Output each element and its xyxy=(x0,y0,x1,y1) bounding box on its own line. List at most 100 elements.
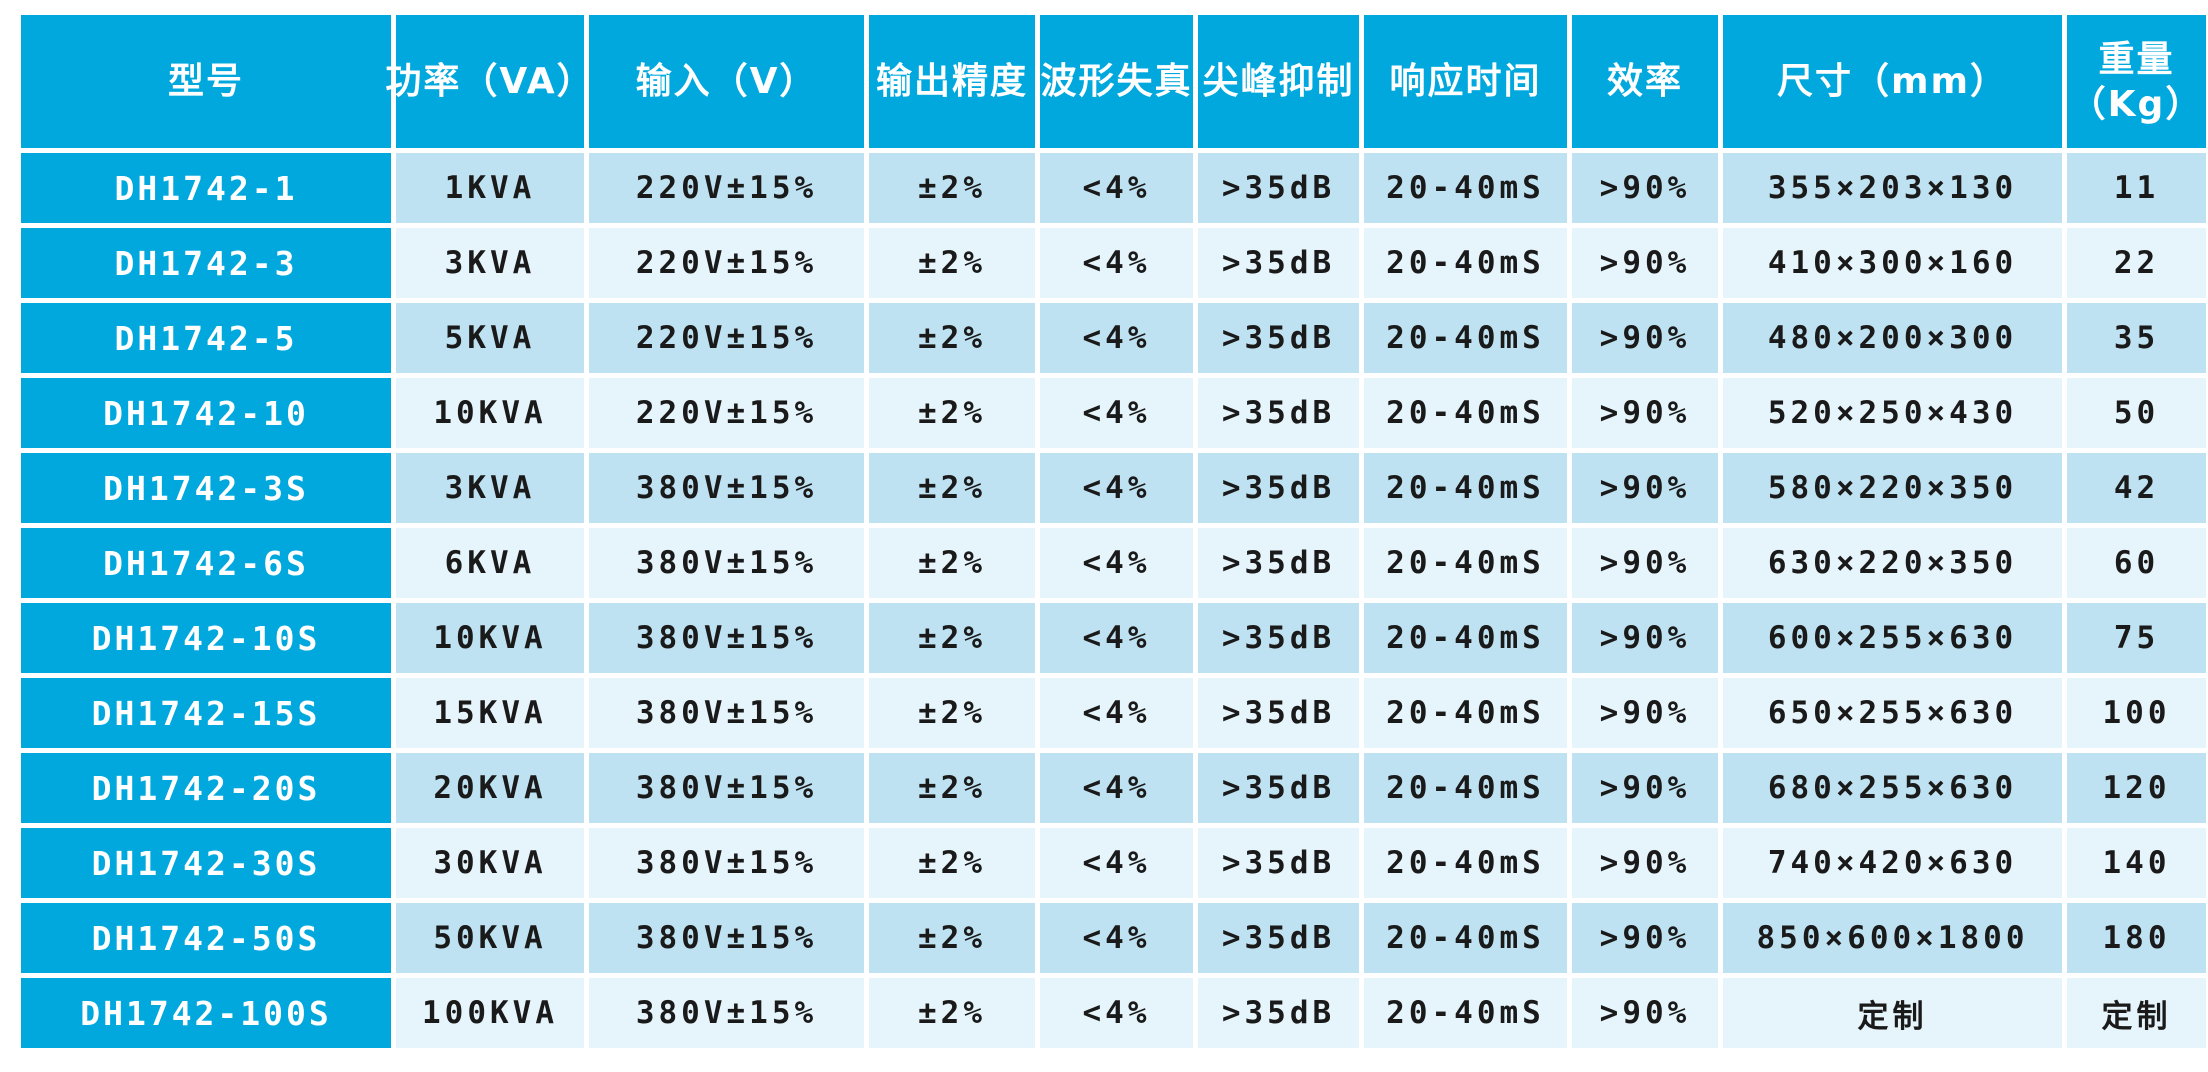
cell-efficiency-row-1: >90% xyxy=(1572,153,1718,223)
cell-output-accuracy-row-12: ±2% xyxy=(869,978,1035,1048)
cell-response-time-row-4: 20-40mS xyxy=(1364,378,1567,448)
cell-waveform-distortion-row-9: <4% xyxy=(1040,753,1193,823)
cell-dimensions-mm-row-7: 600×255×630 xyxy=(1723,603,2062,673)
model-cell-dh1742-6s: DH1742-6S xyxy=(21,528,391,598)
model-cell-dh1742-100s: DH1742-100S xyxy=(21,978,391,1048)
cell-dimensions-mm-row-5: 580×220×350 xyxy=(1723,453,2062,523)
cell-waveform-distortion-row-10: <4% xyxy=(1040,828,1193,898)
col-header-spike-suppression: 尖峰抑制 xyxy=(1198,15,1359,148)
model-cell-dh1742-30s: DH1742-30S xyxy=(21,828,391,898)
cell-waveform-distortion-row-6: <4% xyxy=(1040,528,1193,598)
cell-spike-suppression-row-1: >35dB xyxy=(1198,153,1359,223)
cell-output-accuracy-row-8: ±2% xyxy=(869,678,1035,748)
cell-spike-suppression-row-9: >35dB xyxy=(1198,753,1359,823)
cell-response-time-row-10: 20-40mS xyxy=(1364,828,1567,898)
cell-output-accuracy-row-3: ±2% xyxy=(869,303,1035,373)
model-cell-dh1742-50s: DH1742-50S xyxy=(21,903,391,973)
cell-weight-kg-row-3: 35 xyxy=(2067,303,2206,373)
cell-power-va-row-1: 1KVA xyxy=(396,153,584,223)
col-header-line: 尺寸（mm） xyxy=(1776,61,2009,102)
cell-waveform-distortion-row-4: <4% xyxy=(1040,378,1193,448)
cell-waveform-distortion-row-3: <4% xyxy=(1040,303,1193,373)
col-header-waveform-distortion: 波形失真 xyxy=(1040,15,1193,148)
cell-output-accuracy-row-11: ±2% xyxy=(869,903,1035,973)
cell-waveform-distortion-row-12: <4% xyxy=(1040,978,1193,1048)
col-header-input-v: 输入（V） xyxy=(589,15,864,148)
cell-input-v-row-11: 380V±15% xyxy=(589,903,864,973)
model-cell-dh1742-5: DH1742-5 xyxy=(21,303,391,373)
cell-weight-kg-row-10: 140 xyxy=(2067,828,2206,898)
cell-input-v-row-1: 220V±15% xyxy=(589,153,864,223)
cell-response-time-row-2: 20-40mS xyxy=(1364,228,1567,298)
cell-dimensions-mm-row-10: 740×420×630 xyxy=(1723,828,2062,898)
model-cell-dh1742-3: DH1742-3 xyxy=(21,228,391,298)
cell-input-v-row-4: 220V±15% xyxy=(589,378,864,448)
model-cell-dh1742-20s: DH1742-20S xyxy=(21,753,391,823)
cell-output-accuracy-row-1: ±2% xyxy=(869,153,1035,223)
col-header-line: 重量 xyxy=(2098,38,2175,80)
model-cell-dh1742-10s: DH1742-10S xyxy=(21,603,391,673)
col-header-response-time: 响应时间 xyxy=(1364,15,1567,148)
cell-power-va-row-10: 30KVA xyxy=(396,828,584,898)
cell-spike-suppression-row-7: >35dB xyxy=(1198,603,1359,673)
cell-efficiency-row-6: >90% xyxy=(1572,528,1718,598)
cell-efficiency-row-7: >90% xyxy=(1572,603,1718,673)
spec-table: 型号 功率（VA） 输入（V） 输出精度 波形失真 尖峰抑制 响应时间 效率 尺寸（mm） 重量（… xyxy=(21,15,2206,1048)
cell-spike-suppression-row-12: >35dB xyxy=(1198,978,1359,1048)
cell-weight-kg-row-9: 120 xyxy=(2067,753,2206,823)
col-header-line: 波形失真 xyxy=(1040,61,1193,102)
cell-power-va-row-2: 3KVA xyxy=(396,228,584,298)
cell-output-accuracy-row-2: ±2% xyxy=(869,228,1035,298)
model-cell-dh1742-1: DH1742-1 xyxy=(21,153,391,223)
col-header-line: 功率（VA） xyxy=(385,61,595,102)
col-header-line: 效率 xyxy=(1606,61,1683,102)
cell-input-v-row-12: 380V±15% xyxy=(589,978,864,1048)
cell-input-v-row-6: 380V±15% xyxy=(589,528,864,598)
col-header-line: （Kg） xyxy=(2069,83,2204,125)
cell-response-time-row-3: 20-40mS xyxy=(1364,303,1567,373)
cell-waveform-distortion-row-11: <4% xyxy=(1040,903,1193,973)
cell-weight-kg-row-8: 100 xyxy=(2067,678,2206,748)
col-header-model: 型号 xyxy=(21,15,391,148)
cell-waveform-distortion-row-2: <4% xyxy=(1040,228,1193,298)
cell-weight-kg-row-12: 定制 xyxy=(2067,978,2206,1048)
cell-spike-suppression-row-3: >35dB xyxy=(1198,303,1359,373)
cell-waveform-distortion-row-8: <4% xyxy=(1040,678,1193,748)
col-header-line: 响应时间 xyxy=(1389,61,1542,102)
cell-efficiency-row-3: >90% xyxy=(1572,303,1718,373)
cell-response-time-row-5: 20-40mS xyxy=(1364,453,1567,523)
cell-input-v-row-2: 220V±15% xyxy=(589,228,864,298)
cell-power-va-row-12: 100KVA xyxy=(396,978,584,1048)
model-cell-dh1742-15s: DH1742-15S xyxy=(21,678,391,748)
model-cell-dh1742-3s: DH1742-3S xyxy=(21,453,391,523)
cell-response-time-row-9: 20-40mS xyxy=(1364,753,1567,823)
cell-response-time-row-1: 20-40mS xyxy=(1364,153,1567,223)
cell-spike-suppression-row-10: >35dB xyxy=(1198,828,1359,898)
col-header-line: 型号 xyxy=(167,61,244,102)
cell-power-va-row-4: 10KVA xyxy=(396,378,584,448)
cell-input-v-row-9: 380V±15% xyxy=(589,753,864,823)
cell-spike-suppression-row-8: >35dB xyxy=(1198,678,1359,748)
cell-power-va-row-11: 50KVA xyxy=(396,903,584,973)
cell-spike-suppression-row-11: >35dB xyxy=(1198,903,1359,973)
cell-weight-kg-row-4: 50 xyxy=(2067,378,2206,448)
cell-weight-kg-row-2: 22 xyxy=(2067,228,2206,298)
cell-output-accuracy-row-4: ±2% xyxy=(869,378,1035,448)
cell-power-va-row-8: 15KVA xyxy=(396,678,584,748)
cell-response-time-row-8: 20-40mS xyxy=(1364,678,1567,748)
cell-weight-kg-row-11: 180 xyxy=(2067,903,2206,973)
cell-waveform-distortion-row-7: <4% xyxy=(1040,603,1193,673)
cell-response-time-row-6: 20-40mS xyxy=(1364,528,1567,598)
cell-dimensions-mm-row-2: 410×300×160 xyxy=(1723,228,2062,298)
cell-dimensions-mm-row-9: 680×255×630 xyxy=(1723,753,2062,823)
cell-spike-suppression-row-2: >35dB xyxy=(1198,228,1359,298)
cell-efficiency-row-11: >90% xyxy=(1572,903,1718,973)
cell-output-accuracy-row-6: ±2% xyxy=(869,528,1035,598)
cell-power-va-row-9: 20KVA xyxy=(396,753,584,823)
col-header-output-accuracy: 输出精度 xyxy=(869,15,1035,148)
cell-weight-kg-row-6: 60 xyxy=(2067,528,2206,598)
cell-efficiency-row-2: >90% xyxy=(1572,228,1718,298)
cell-spike-suppression-row-5: >35dB xyxy=(1198,453,1359,523)
cell-dimensions-mm-row-1: 355×203×130 xyxy=(1723,153,2062,223)
cell-efficiency-row-8: >90% xyxy=(1572,678,1718,748)
